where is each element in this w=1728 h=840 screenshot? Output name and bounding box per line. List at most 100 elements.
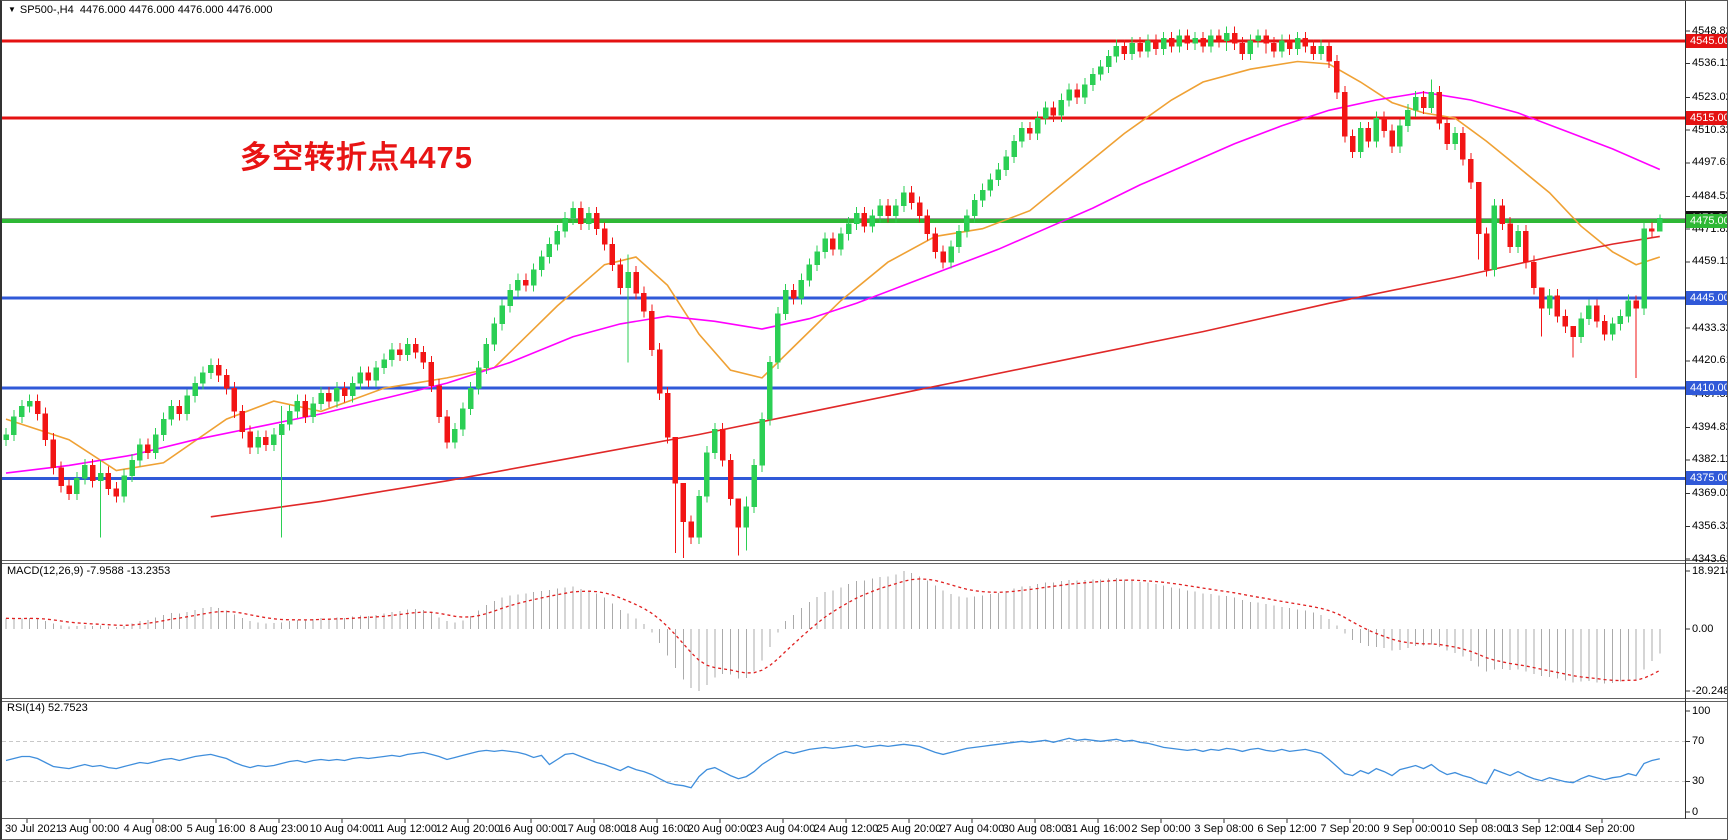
candle [1523, 231, 1529, 263]
time-axis-label: 11 Aug 12:00 [372, 823, 438, 835]
candle [995, 169, 1001, 181]
candle [759, 418, 765, 466]
candle [42, 413, 49, 440]
candle [357, 372, 364, 384]
candle [1491, 205, 1498, 271]
candle [798, 279, 805, 299]
candle [696, 496, 702, 538]
candle [924, 215, 931, 235]
candle [74, 478, 80, 494]
candle [609, 243, 616, 265]
panel-borders [2, 1, 1727, 819]
symbol-quote-ohlc: 4476.000 4476.000 4476.000 4476.000 [79, 4, 273, 16]
ma-line-ma-slow [210, 235, 1660, 518]
candle [578, 207, 584, 224]
candle [1641, 228, 1647, 309]
rsi-axis-label: 0 [1692, 805, 1699, 818]
candle [326, 393, 332, 402]
price-axis-label: 4459.115 [1692, 255, 1727, 268]
candle [1397, 125, 1403, 147]
candle [1334, 61, 1340, 93]
candle [987, 179, 994, 191]
candle [11, 416, 17, 435]
price-axis-label: 4510.320 [1692, 123, 1727, 136]
price-axis-label: 4420.615 [1692, 354, 1727, 367]
time-axis-label: 17 Aug 08:00 [561, 823, 627, 835]
candle [381, 359, 387, 368]
candle [404, 344, 411, 356]
candle [34, 400, 41, 415]
time-axis-label: 12 Aug 20:00 [435, 823, 501, 835]
rsi-line [5, 737, 1660, 789]
candle [334, 387, 340, 402]
candle [814, 251, 820, 265]
candle [601, 228, 608, 245]
time-axis-label: 2 Sep 00:00 [1131, 823, 1191, 835]
candle [271, 434, 277, 446]
candle [223, 375, 230, 389]
candle [294, 400, 301, 412]
time-axis-label: 10 Aug 04:00 [309, 823, 375, 835]
candle [1570, 326, 1576, 337]
candle [349, 382, 356, 397]
candle [1042, 107, 1049, 119]
candle [1255, 35, 1261, 42]
candle [586, 212, 592, 224]
candle [649, 310, 655, 350]
candle [239, 411, 245, 433]
candle [499, 305, 505, 325]
candle [460, 408, 466, 430]
candle [664, 393, 671, 438]
candle [940, 251, 946, 263]
candle [554, 231, 560, 245]
time-axis-label: 3 Aug 00:00 [60, 823, 120, 835]
candle [1003, 156, 1009, 170]
candle [208, 364, 214, 374]
candle [885, 205, 891, 217]
candle [66, 485, 72, 494]
candle [1633, 300, 1639, 309]
time-axis-label: 5 Aug 16:00 [186, 823, 246, 835]
candle [1137, 43, 1143, 52]
candle [168, 405, 175, 420]
candle [1617, 315, 1624, 325]
price-axis-label: 4394.820 [1692, 420, 1727, 433]
candle [436, 385, 442, 417]
candle [278, 423, 285, 435]
candle [1184, 35, 1190, 44]
candle [420, 351, 427, 363]
candle [1216, 35, 1222, 42]
candle [1428, 92, 1435, 109]
candle [767, 362, 773, 420]
candle [318, 393, 324, 404]
candle [1192, 38, 1198, 44]
price-level-badge: 4445.000 [1686, 291, 1727, 306]
candle [853, 212, 860, 224]
candle [483, 344, 490, 368]
candle [546, 243, 553, 258]
candle [971, 200, 978, 217]
macd-axis-label: 0.00 [1692, 622, 1714, 635]
candle [286, 411, 293, 425]
candle [19, 405, 25, 417]
candle [1452, 133, 1458, 145]
candle [129, 459, 135, 476]
symbol-dropdown-icon[interactable]: ▼ [8, 5, 16, 14]
candle [1271, 43, 1277, 52]
candle [1531, 261, 1537, 289]
annotation-text: 多空转折点4475 [240, 140, 473, 175]
candle [397, 349, 403, 356]
time-axis-label: 7 Sep 20:00 [1320, 823, 1380, 835]
macd-axis-label: 18.9218 [1692, 564, 1728, 577]
candle [1263, 35, 1269, 44]
time-axis-label: 9 Sep 00:00 [1383, 823, 1443, 835]
candle [1027, 128, 1033, 134]
time-axis-label: 25 Aug 20:00 [876, 823, 942, 835]
candle [1468, 158, 1474, 183]
time-axis-label: 24 Aug 12:00 [813, 823, 879, 835]
candlestick-series [3, 26, 1663, 559]
time-axis-label: 23 Aug 04:00 [750, 823, 816, 835]
candle [1649, 228, 1655, 232]
candle [1349, 135, 1356, 152]
